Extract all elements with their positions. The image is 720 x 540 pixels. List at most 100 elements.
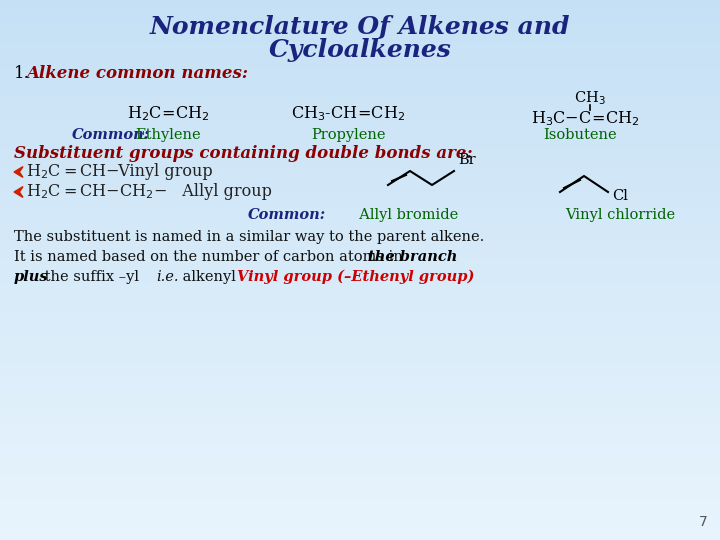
Bar xyxy=(0,528,720,533)
Bar xyxy=(0,143,720,147)
Bar xyxy=(0,392,720,396)
Bar xyxy=(0,28,720,32)
Bar xyxy=(0,456,720,461)
Bar xyxy=(0,463,720,468)
Bar xyxy=(0,355,720,360)
Text: Allyl group: Allyl group xyxy=(172,184,272,200)
Text: It is named based on the number of carbon atoms in: It is named based on the number of carbo… xyxy=(14,250,408,264)
Bar xyxy=(0,3,720,7)
Bar xyxy=(0,254,720,259)
Bar xyxy=(0,492,720,497)
Text: Br: Br xyxy=(458,153,476,167)
Bar xyxy=(0,301,720,306)
Text: CH$_3$-CH$\!=\!$CH$_2$: CH$_3$-CH$\!=\!$CH$_2$ xyxy=(291,105,405,123)
Bar xyxy=(0,517,720,522)
Bar xyxy=(0,362,720,367)
Bar xyxy=(0,373,720,378)
Bar xyxy=(0,420,720,425)
Bar xyxy=(0,327,720,331)
Bar xyxy=(0,262,720,266)
Bar xyxy=(0,31,720,36)
Bar xyxy=(0,287,720,292)
Bar xyxy=(0,330,720,335)
Bar xyxy=(0,532,720,536)
Bar xyxy=(0,467,720,471)
Bar xyxy=(0,226,720,231)
Text: Vinyl chlorride: Vinyl chlorride xyxy=(565,208,675,222)
Bar xyxy=(0,251,720,255)
Text: Propylene: Propylene xyxy=(311,128,385,142)
Bar xyxy=(0,92,720,97)
Bar xyxy=(0,503,720,508)
Text: Vinyl group: Vinyl group xyxy=(108,164,212,180)
Bar xyxy=(0,222,720,227)
Bar xyxy=(0,82,720,86)
Bar xyxy=(0,75,720,79)
Bar xyxy=(0,230,720,234)
Bar xyxy=(0,21,720,25)
Bar xyxy=(0,168,720,173)
Bar xyxy=(0,136,720,140)
Text: Cl: Cl xyxy=(612,189,628,203)
Bar xyxy=(0,284,720,288)
Bar xyxy=(0,370,720,374)
Bar xyxy=(0,489,720,493)
Bar xyxy=(0,125,720,130)
Bar xyxy=(0,114,720,119)
Bar xyxy=(0,298,720,302)
Bar xyxy=(0,35,720,39)
Bar xyxy=(0,46,720,50)
Bar xyxy=(0,111,720,115)
Text: Alkene common names:: Alkene common names: xyxy=(26,65,248,83)
Bar xyxy=(0,161,720,166)
Bar xyxy=(0,510,720,515)
Text: plus: plus xyxy=(14,270,49,284)
Bar xyxy=(0,122,720,126)
Bar xyxy=(0,183,720,187)
Bar xyxy=(0,312,720,317)
Bar xyxy=(0,78,720,83)
Bar xyxy=(0,64,720,69)
Bar xyxy=(0,431,720,436)
Bar xyxy=(0,247,720,252)
Bar xyxy=(0,14,720,18)
Bar xyxy=(0,71,720,76)
Bar xyxy=(0,507,720,511)
Bar xyxy=(0,384,720,389)
Bar xyxy=(0,535,720,540)
Bar xyxy=(0,470,720,475)
Bar xyxy=(0,305,720,309)
Bar xyxy=(0,319,720,324)
Bar xyxy=(0,381,720,385)
Bar xyxy=(0,460,720,464)
Text: Nomenclature Of Alkenes and: Nomenclature Of Alkenes and xyxy=(150,15,570,39)
Bar xyxy=(0,49,720,54)
Bar xyxy=(0,416,720,421)
Bar xyxy=(0,399,720,403)
Bar xyxy=(0,237,720,241)
Text: Isobutene: Isobutene xyxy=(543,128,617,142)
Bar xyxy=(0,269,720,274)
Bar xyxy=(0,424,720,428)
Text: 1.: 1. xyxy=(14,65,30,83)
Bar xyxy=(0,352,720,356)
Bar xyxy=(0,60,720,65)
Bar xyxy=(0,17,720,22)
Bar xyxy=(0,53,720,58)
Bar xyxy=(0,165,720,169)
Bar xyxy=(0,139,720,144)
Bar xyxy=(0,316,720,320)
Bar xyxy=(0,129,720,133)
Bar xyxy=(0,446,720,450)
Bar xyxy=(0,402,720,407)
Text: H$_2$C$=$CH$-$CH$_2$$-$: H$_2$C$=$CH$-$CH$_2$$-$ xyxy=(26,183,167,201)
Text: Common:: Common: xyxy=(72,128,150,142)
Bar xyxy=(0,186,720,191)
Bar xyxy=(0,496,720,501)
Text: 7: 7 xyxy=(698,515,707,529)
Bar xyxy=(0,334,720,339)
Bar xyxy=(0,89,720,93)
Bar xyxy=(0,193,720,198)
Bar xyxy=(0,377,720,382)
Bar xyxy=(0,197,720,201)
